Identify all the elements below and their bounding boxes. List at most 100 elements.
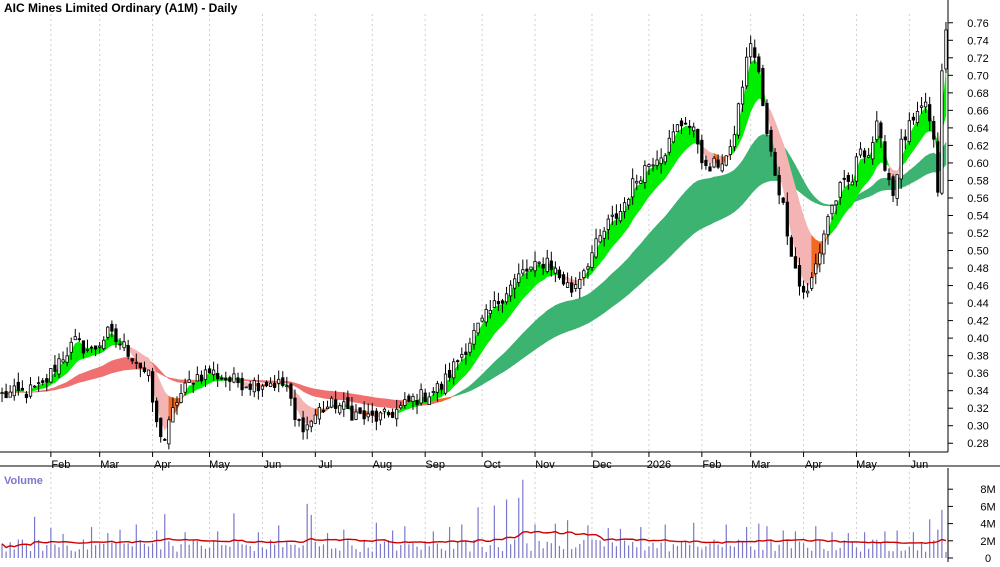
candle-body	[351, 406, 353, 420]
candle-body	[668, 138, 670, 152]
candle-body	[542, 264, 544, 268]
candle-body	[558, 270, 560, 278]
long-ma-band-segment	[580, 296, 584, 326]
candle-body	[1, 393, 3, 394]
short-ma-band-segment	[462, 357, 466, 378]
long-ma-band-segment	[922, 156, 926, 177]
candle-body	[42, 381, 44, 383]
time-tick-label: May	[856, 459, 877, 471]
price-tick-label: 0.54	[967, 210, 988, 222]
candle-body	[570, 283, 572, 292]
long-ma-band-segment	[360, 395, 364, 404]
candle-body	[941, 71, 943, 193]
candle-body	[709, 167, 711, 171]
long-ma-band-segment	[87, 370, 91, 380]
candle-body	[115, 329, 117, 342]
candle-body	[436, 384, 438, 393]
time-tick-label: May	[209, 459, 230, 471]
candle-body	[273, 383, 275, 387]
candle-body	[86, 350, 88, 351]
long-ma-band-segment	[612, 270, 616, 307]
volume-tick-label: 6M	[980, 501, 995, 513]
candle-body	[465, 352, 467, 355]
short-ma-band-segment	[494, 306, 498, 334]
candle-body	[221, 378, 223, 379]
candle-body	[66, 356, 68, 362]
candle-body	[550, 261, 552, 270]
long-ma-band-segment	[181, 380, 185, 383]
short-ma-band-segment	[677, 129, 681, 159]
long-ma-band-segment	[608, 273, 612, 309]
candle-body	[408, 396, 410, 401]
candle-body	[98, 346, 100, 347]
long-ma-band-segment	[917, 160, 921, 179]
time-tick-label: Feb	[51, 459, 70, 471]
candle-body	[135, 362, 137, 363]
long-ma-band-segment	[592, 288, 596, 320]
candle-body	[729, 147, 731, 155]
price-tick-label: 0.62	[967, 140, 988, 152]
candle-body	[762, 68, 764, 105]
candle-body	[562, 275, 564, 284]
long-ma-band-segment	[722, 174, 726, 218]
price-tick-label: 0.66	[967, 105, 988, 117]
candle-body	[839, 182, 841, 197]
candle-body	[623, 203, 625, 212]
long-ma-band-segment	[661, 217, 665, 265]
candle-body	[383, 409, 385, 411]
long-ma-band-segment	[620, 262, 624, 301]
candle-body	[103, 340, 105, 348]
candle-body	[603, 231, 605, 238]
candle-body	[391, 412, 393, 417]
candle-body	[831, 205, 833, 213]
candle-body	[363, 411, 365, 419]
candle-body	[50, 369, 52, 383]
long-ma-band-segment	[336, 392, 340, 400]
candle-body	[652, 165, 654, 166]
long-ma-band-segment	[507, 347, 511, 370]
time-tick-label: Dec	[592, 459, 612, 471]
candle-body	[473, 330, 475, 344]
candle-body	[94, 346, 96, 349]
candle-body	[566, 283, 568, 288]
candle-body	[924, 102, 926, 107]
candle-body	[806, 291, 808, 293]
candle-body	[33, 386, 35, 387]
chart-title: AIC Mines Limited Ordinary (A1M) - Daily	[4, 1, 238, 15]
price-tick-label: 0.48	[967, 263, 988, 275]
candle-body	[314, 415, 316, 423]
volume-tick-label: 4M	[980, 519, 995, 531]
candle-body	[859, 149, 861, 155]
candle-body	[607, 219, 609, 229]
price-tick-label: 0.56	[967, 193, 988, 205]
long-ma-band-segment	[714, 176, 718, 222]
candle-body	[477, 323, 479, 333]
short-ma-band-segment	[649, 167, 653, 196]
candle-body	[522, 270, 524, 273]
short-ma-band-segment	[612, 220, 616, 246]
candle-body	[347, 398, 349, 409]
time-tick-label: Apr	[154, 459, 171, 471]
candle-body	[505, 294, 507, 302]
long-ma-band-segment	[380, 398, 384, 407]
candle-body	[127, 345, 129, 356]
candle-body	[640, 181, 642, 184]
time-tick-label: Aug	[372, 459, 392, 471]
candle-body	[249, 384, 251, 389]
long-ma-band-segment	[515, 338, 519, 364]
candle-body	[424, 393, 426, 402]
candle-body	[233, 374, 235, 382]
long-ma-band-segment	[572, 300, 576, 330]
candle-body	[928, 105, 930, 121]
long-ma-band-segment	[368, 397, 372, 406]
long-ma-band-segment	[686, 187, 690, 240]
candle-body	[782, 198, 784, 202]
long-ma-band-segment	[751, 141, 755, 194]
candle-body	[916, 111, 918, 122]
time-tick-label: Nov	[535, 459, 555, 471]
short-ma-band-segment	[189, 385, 193, 393]
long-ma-band-segment	[100, 365, 104, 377]
price-tick-label: 0.46	[967, 281, 988, 293]
long-ma-band-segment	[763, 135, 767, 184]
candle-body	[29, 385, 31, 396]
